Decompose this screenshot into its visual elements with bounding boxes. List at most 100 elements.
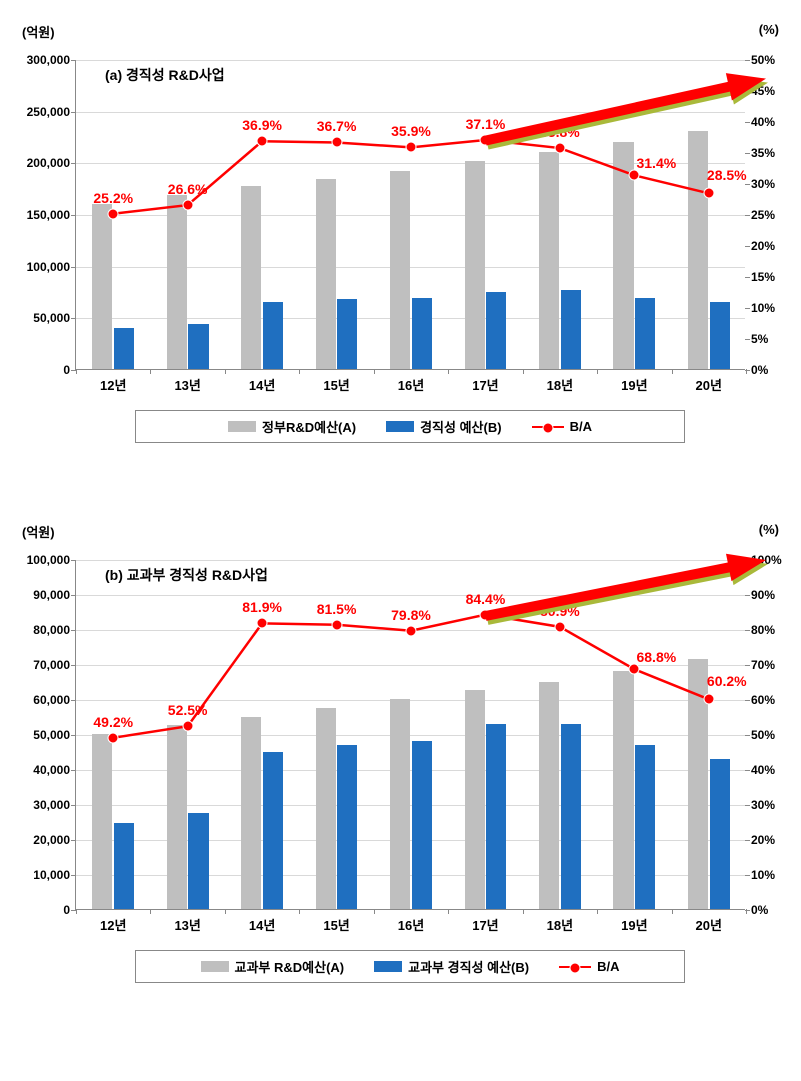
gridline <box>76 595 745 596</box>
xtick-label: 18년 <box>547 369 573 394</box>
line-data-label: 81.9% <box>242 599 282 615</box>
bar-gray <box>539 152 559 369</box>
bar-gray <box>688 131 708 369</box>
ytick-right: 90% <box>745 588 775 602</box>
bar-gray <box>390 171 410 369</box>
bar-gray <box>167 725 187 909</box>
legend: 정부R&D예산(A)경직성 예산(B)B/A <box>135 410 685 443</box>
ytick-right: 30% <box>745 177 775 191</box>
xtick-label: 15년 <box>323 909 349 934</box>
legend-item: 경직성 예산(B) <box>386 417 501 436</box>
legend-label: 정부R&D예산(A) <box>262 417 356 436</box>
xtick-label: 17년 <box>472 909 498 934</box>
legend: 교과부 R&D예산(A)교과부 경직성 예산(B)B/A <box>135 950 685 983</box>
xtick-mark <box>225 369 226 374</box>
line-data-label: 52.5% <box>168 702 208 718</box>
ytick-right: 60% <box>745 693 775 707</box>
ytick-right: 40% <box>745 763 775 777</box>
ytick-left: 50,000 <box>33 311 76 325</box>
gridline <box>76 560 745 561</box>
line-marker <box>331 619 342 630</box>
xtick-mark <box>597 909 598 914</box>
line-data-label: 79.8% <box>391 607 431 623</box>
xtick-mark <box>150 909 151 914</box>
ytick-left: 70,000 <box>33 658 76 672</box>
ytick-left: 200,000 <box>27 156 76 170</box>
ytick-left: 0 <box>63 363 76 377</box>
xtick-label: 16년 <box>398 369 424 394</box>
line-data-label: 81.5% <box>317 601 357 617</box>
ytick-right: 30% <box>745 798 775 812</box>
line-marker <box>406 625 417 636</box>
line-marker <box>703 694 714 705</box>
line-marker <box>629 664 640 675</box>
bar-blue <box>486 292 506 370</box>
bar-gray <box>316 708 336 909</box>
ytick-right: 15% <box>745 270 775 284</box>
ytick-left: 0 <box>63 903 76 917</box>
ytick-right: 50% <box>745 728 775 742</box>
bar-blue <box>710 302 730 369</box>
legend-item: 정부R&D예산(A) <box>228 417 356 436</box>
ytick-right: 80% <box>745 623 775 637</box>
line-marker <box>554 143 565 154</box>
xtick-mark <box>597 369 598 374</box>
line-marker <box>703 188 714 199</box>
xtick-mark <box>225 909 226 914</box>
xtick-mark <box>746 369 747 374</box>
legend-swatch <box>228 421 256 432</box>
xtick-label: 19년 <box>621 369 647 394</box>
xtick-mark <box>76 909 77 914</box>
line-data-label: 35.9% <box>391 123 431 139</box>
line-data-label: 36.7% <box>317 118 357 134</box>
ytick-left: 20,000 <box>33 833 76 847</box>
chart_a: (억원)(%)(a) 경직성 R&D사업050,000100,000150,00… <box>0 0 801 500</box>
line-data-label: 26.6% <box>168 181 208 197</box>
ytick-right: 10% <box>745 301 775 315</box>
legend-item: 교과부 경직성 예산(B) <box>374 957 529 976</box>
ytick-right: 100% <box>745 553 782 567</box>
bar-gray <box>241 186 261 369</box>
ytick-left: 50,000 <box>33 728 76 742</box>
ytick-left: 300,000 <box>27 53 76 67</box>
xtick-mark <box>523 369 524 374</box>
bar-blue <box>188 813 208 909</box>
bar-blue <box>337 745 357 910</box>
xtick-mark <box>299 909 300 914</box>
xtick-label: 12년 <box>100 909 126 934</box>
line-data-label: 35.8% <box>540 124 580 140</box>
line-data-label: 68.8% <box>636 649 676 665</box>
ytick-right: 50% <box>745 53 775 67</box>
chart_b: (억원)(%)(b) 교과부 경직성 R&D사업010,00020,00030,… <box>0 500 801 1040</box>
line-marker <box>108 732 119 743</box>
ytick-right: 45% <box>745 84 775 98</box>
line-data-label: 49.2% <box>93 714 133 730</box>
line-data-label: 37.1% <box>466 116 506 132</box>
legend-item: 교과부 R&D예산(A) <box>201 957 345 976</box>
legend-swatch <box>386 421 414 432</box>
y-left-unit: (억원) <box>22 522 55 541</box>
bar-blue <box>561 290 581 369</box>
ytick-right: 0% <box>745 363 768 377</box>
bar-blue <box>710 759 730 910</box>
plot-area: 010,00020,00030,00040,00050,00060,00070,… <box>75 560 745 910</box>
bar-gray <box>613 671 633 909</box>
xtick-mark <box>672 909 673 914</box>
bar-gray <box>316 179 336 369</box>
ytick-left: 100,000 <box>27 553 76 567</box>
xtick-label: 14년 <box>249 909 275 934</box>
legend-line-icon <box>559 966 591 968</box>
xtick-label: 15년 <box>323 369 349 394</box>
bar-blue <box>635 745 655 910</box>
xtick-mark <box>299 369 300 374</box>
legend-line-icon <box>532 426 564 428</box>
gridline <box>76 112 745 113</box>
xtick-mark <box>76 369 77 374</box>
ytick-left: 150,000 <box>27 208 76 222</box>
xtick-label: 20년 <box>696 369 722 394</box>
line-marker <box>480 134 491 145</box>
line-marker <box>182 721 193 732</box>
xtick-label: 18년 <box>547 909 573 934</box>
line-data-label: 31.4% <box>636 155 676 171</box>
ytick-left: 40,000 <box>33 763 76 777</box>
